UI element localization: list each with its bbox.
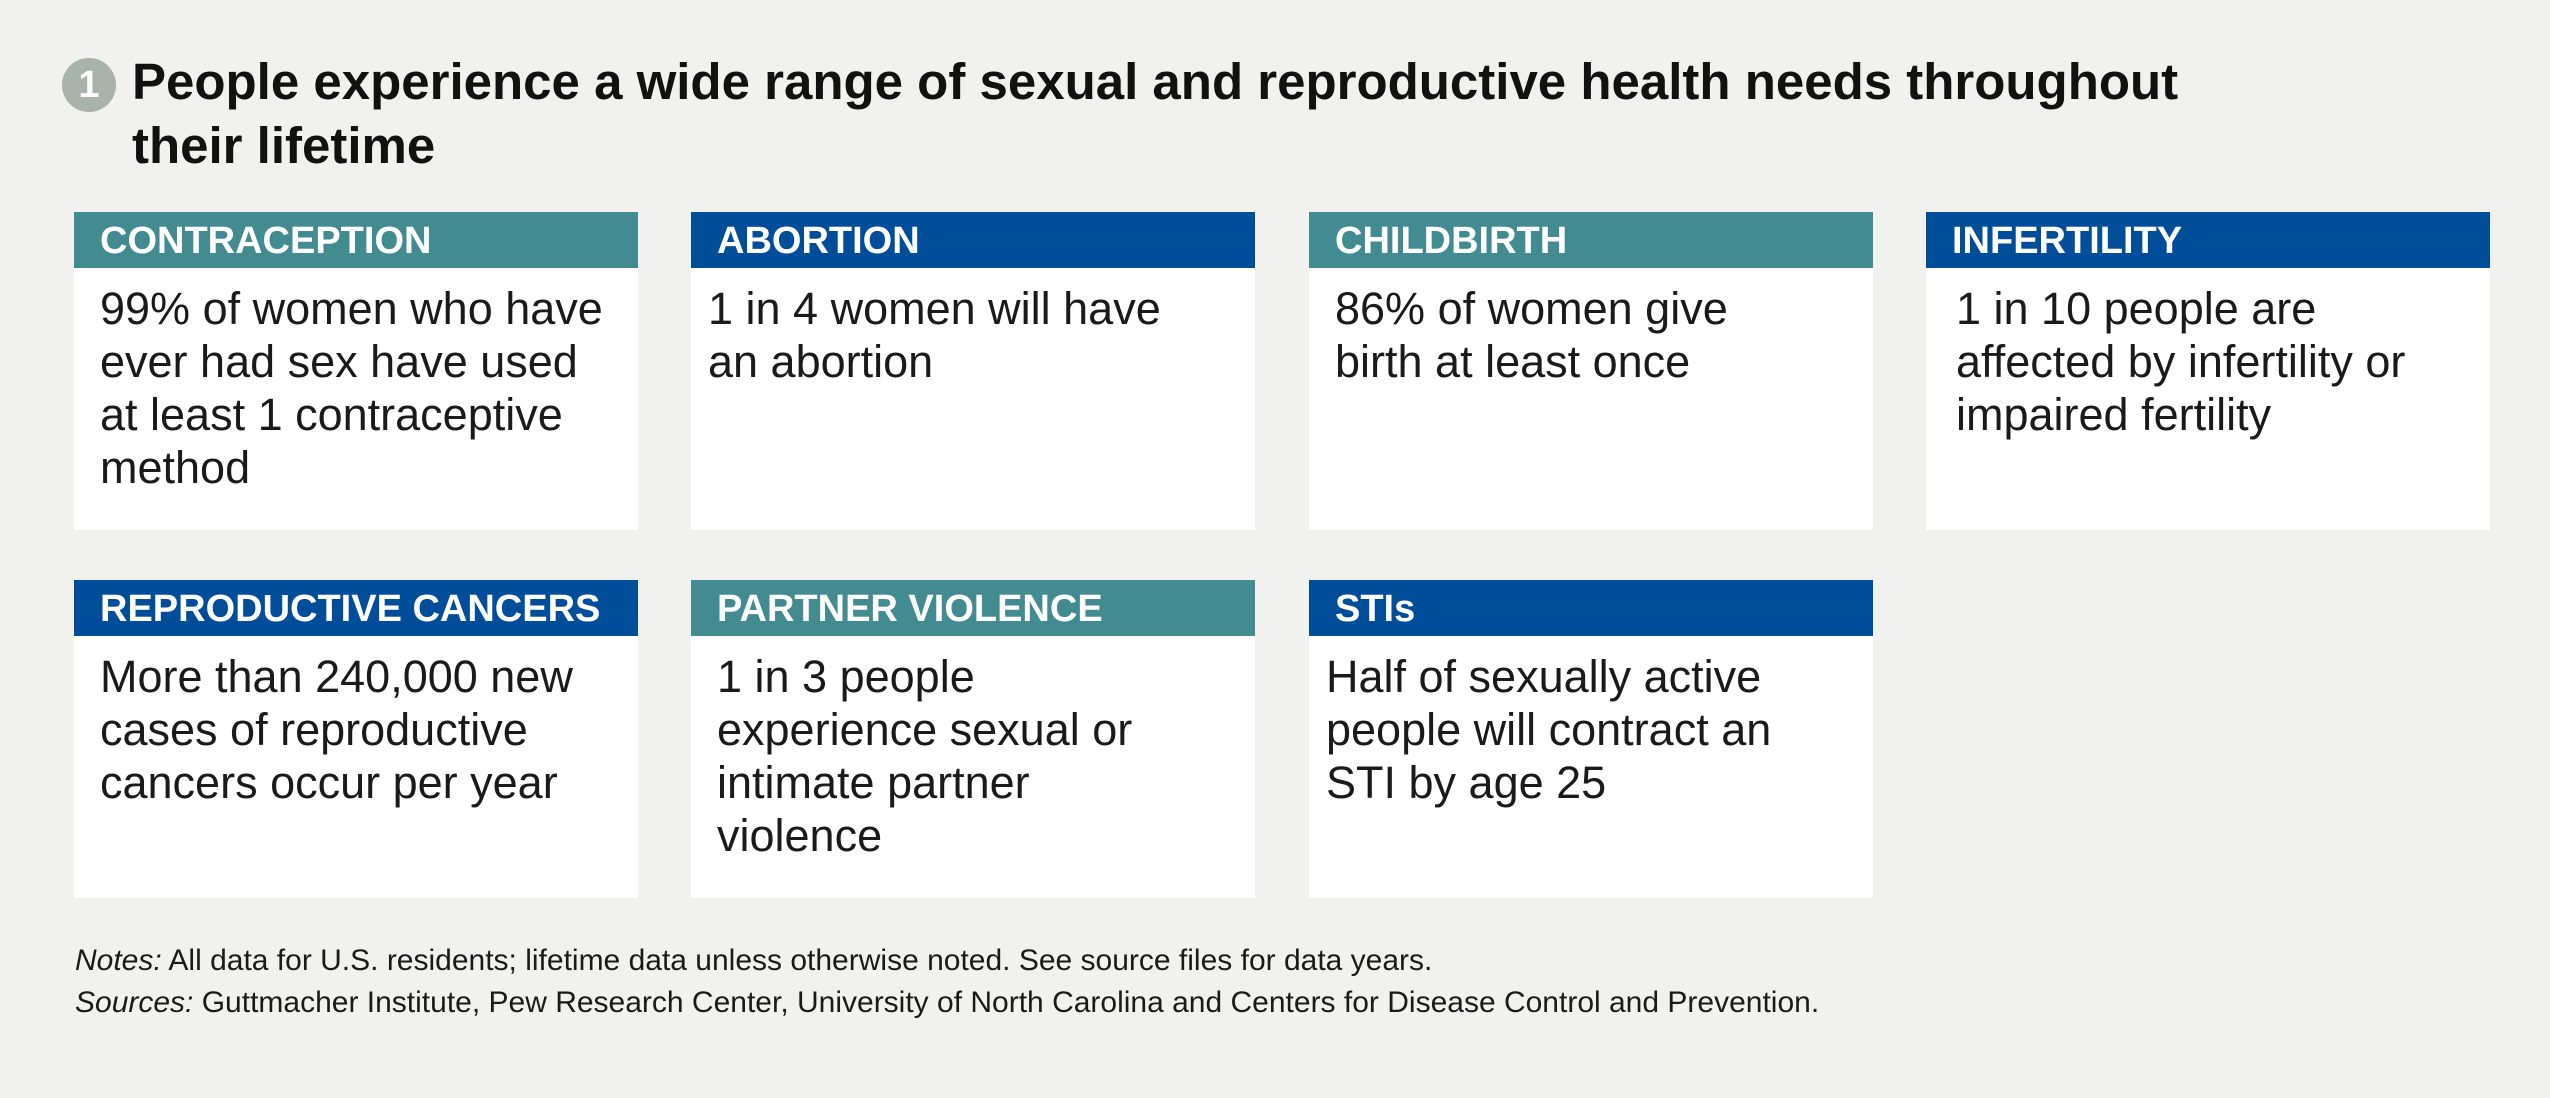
card-heading: PARTNER VIOLENCE xyxy=(691,580,1255,636)
card-infertility: INFERTILITY 1 in 10 people are affected … xyxy=(1926,212,2490,530)
page-title: People experience a wide range of sexual… xyxy=(132,53,2179,174)
card-heading: STIs xyxy=(1309,580,1873,636)
card-text: 1 in 10 people are affected by infertili… xyxy=(1956,283,2406,440)
card-heading: CONTRACEPTION xyxy=(74,212,638,268)
card-text: 1 in 4 women will have an abortion xyxy=(708,283,1161,387)
card-text: 1 in 3 people experience sexual or intim… xyxy=(717,651,1133,861)
footnotes: Notes: All data for U.S. residents; life… xyxy=(75,940,1819,1024)
card-text: More than 240,000 new cases of reproduct… xyxy=(100,651,573,808)
card-stis: STIs Half of sexually active people will… xyxy=(1309,580,1873,898)
title-row: 1 People experience a wide range of sexu… xyxy=(62,50,2282,178)
card-reproductive-cancers: REPRODUCTIVE CANCERS More than 240,000 n… xyxy=(74,580,638,898)
card-text: 99% of women who have ever had sex have … xyxy=(100,283,603,493)
step-number-badge: 1 xyxy=(62,58,116,112)
card-abortion: ABORTION 1 in 4 women will have an abort… xyxy=(691,212,1255,530)
card-heading: ABORTION xyxy=(691,212,1255,268)
card-text: 86% of women give birth at least once xyxy=(1335,283,1728,387)
sources-text: Guttmacher Institute, Pew Research Cente… xyxy=(193,986,1820,1019)
sources-line: Sources: Guttmacher Institute, Pew Resea… xyxy=(75,982,1819,1024)
card-heading: INFERTILITY xyxy=(1926,212,2490,268)
card-heading: REPRODUCTIVE CANCERS xyxy=(74,580,638,636)
card-contraception: CONTRACEPTION 99% of women who have ever… xyxy=(74,212,638,530)
card-heading: CHILDBIRTH xyxy=(1309,212,1873,268)
notes-text: All data for U.S. residents; lifetime da… xyxy=(161,944,1433,977)
card-text: Half of sexually active people will cont… xyxy=(1326,651,1772,808)
notes-label: Notes: xyxy=(75,944,162,977)
sources-label: Sources: xyxy=(75,986,194,1019)
card-partner-violence: PARTNER VIOLENCE 1 in 3 people experienc… xyxy=(691,580,1255,898)
card-childbirth: CHILDBIRTH 86% of women give birth at le… xyxy=(1309,212,1873,530)
notes-line: Notes: All data for U.S. residents; life… xyxy=(75,940,1819,982)
